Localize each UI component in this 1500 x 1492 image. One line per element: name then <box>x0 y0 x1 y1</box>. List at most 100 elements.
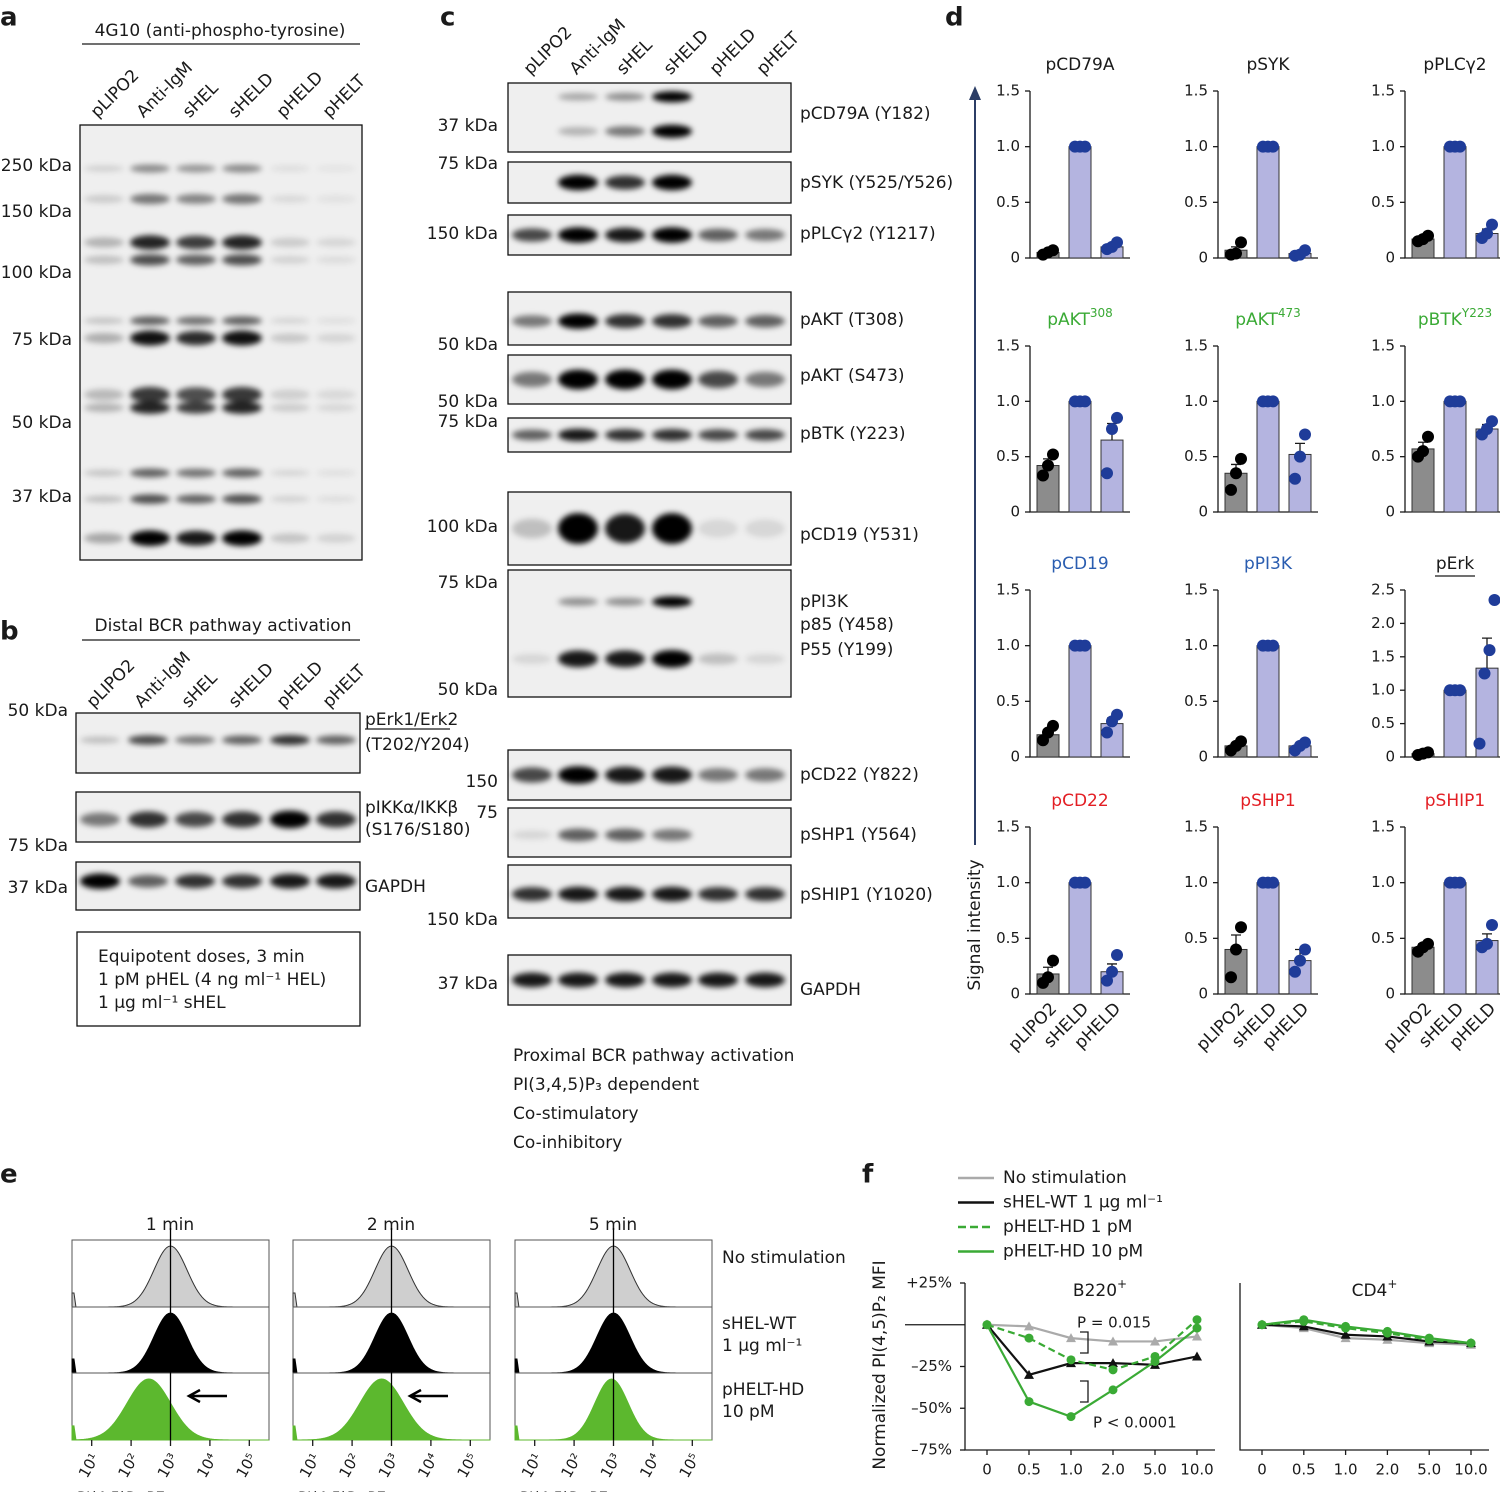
label: 75 <box>476 803 498 823</box>
series-marker <box>1108 1365 1118 1375</box>
data-point <box>1267 395 1279 408</box>
data-point <box>1047 448 1059 461</box>
bar <box>1068 146 1092 259</box>
label: 10⁵ <box>676 1450 704 1481</box>
data-point <box>1106 965 1118 978</box>
band <box>698 972 738 988</box>
blot <box>507 161 792 204</box>
label: 150 kDa <box>427 910 498 930</box>
band <box>605 227 645 243</box>
chart-title: pErk <box>1436 554 1475 574</box>
x-tick-label: 10.0 <box>1180 1461 1213 1479</box>
band <box>558 227 598 243</box>
band <box>84 237 124 248</box>
data-point <box>1101 726 1113 739</box>
series-line <box>1261 1318 1472 1345</box>
data-point <box>1481 937 1493 950</box>
label: pLIPO2 <box>87 66 143 122</box>
data-point <box>1454 684 1466 697</box>
data-point <box>1299 244 1311 257</box>
band <box>316 165 356 172</box>
chart-title: pPI3K <box>1244 554 1293 574</box>
series-line <box>986 1323 1198 1343</box>
band <box>128 735 168 745</box>
data-point <box>1473 737 1486 750</box>
y-tick-label: 1.5 <box>996 337 1020 355</box>
band <box>176 164 216 173</box>
series-marker <box>1192 1315 1202 1325</box>
y-tick-label: –75% <box>911 1441 952 1459</box>
data-point <box>1454 876 1466 889</box>
data-point <box>1230 943 1242 956</box>
band <box>270 165 310 172</box>
band <box>698 314 738 328</box>
band <box>605 650 645 668</box>
series-marker <box>1340 1329 1351 1339</box>
blot <box>507 214 792 256</box>
y-tick-label: 1.0 <box>996 137 1020 155</box>
band <box>84 533 124 544</box>
band <box>512 371 552 388</box>
data-point <box>1235 452 1247 465</box>
label: 10⁵ <box>454 1450 482 1481</box>
band <box>605 369 645 390</box>
band <box>222 386 262 403</box>
label: 1 μg ml⁻¹ <box>722 1336 802 1356</box>
arrow-head <box>969 86 981 100</box>
chart-title: pSYK <box>1246 55 1290 75</box>
data-point <box>1417 445 1429 458</box>
series-marker <box>1024 1321 1034 1331</box>
bar <box>1443 400 1467 513</box>
x-axis-label: Time (min) <box>1043 1490 1136 1492</box>
bands <box>512 828 692 842</box>
band <box>270 495 310 503</box>
data-point <box>1225 971 1237 984</box>
band <box>270 873 310 889</box>
x-tick-label: 1.0 <box>1059 1461 1083 1479</box>
label: 150 kDa <box>1 202 72 222</box>
label: pPLCγ2 (Y1217) <box>800 224 936 244</box>
band <box>316 317 356 324</box>
band <box>176 530 216 546</box>
y-tick-label: 1.0 <box>1184 137 1208 155</box>
band <box>558 369 598 390</box>
label: pAKT (T308) <box>800 310 904 330</box>
title: pCD79A <box>1045 55 1114 75</box>
band <box>652 650 692 668</box>
band <box>512 228 552 242</box>
y-tick-label: 0.5 <box>996 447 1020 465</box>
band <box>222 193 262 205</box>
y-tick-label: 0 <box>1385 503 1395 521</box>
data-point <box>1478 667 1491 680</box>
band <box>222 874 262 889</box>
y-tick-label: 0.5 <box>1184 692 1208 710</box>
title: pCD19 <box>1051 554 1108 574</box>
data-point <box>1289 472 1301 485</box>
bracket <box>1080 1331 1089 1403</box>
bands <box>80 810 356 829</box>
label: 1 pM pHEL (4 ng ml⁻¹ HEL) <box>98 970 326 990</box>
band <box>84 332 124 344</box>
x-axis-label: Time (min) <box>1317 1490 1410 1492</box>
x-tick-label: 10.0 <box>1454 1461 1487 1479</box>
blot <box>507 491 792 566</box>
band <box>130 401 170 414</box>
series-line <box>1261 1323 1472 1346</box>
band <box>270 735 310 745</box>
label: 1 μg ml⁻¹ sHEL <box>98 993 226 1013</box>
label: 100 kDa <box>427 517 498 537</box>
chart-title: pSHP1 <box>1240 791 1295 811</box>
bar <box>1443 146 1467 259</box>
label: pErk1/Erk2 <box>365 710 458 730</box>
title-sup: + <box>1387 1277 1397 1291</box>
band <box>605 126 645 137</box>
band <box>176 235 216 250</box>
band <box>130 330 170 346</box>
y-tick-label: 0 <box>1385 249 1395 267</box>
data-point <box>1299 943 1311 956</box>
blot <box>75 791 361 843</box>
bar <box>1443 882 1467 995</box>
bar <box>1068 882 1092 995</box>
label: GAPDH <box>365 877 426 897</box>
bands <box>512 369 785 390</box>
